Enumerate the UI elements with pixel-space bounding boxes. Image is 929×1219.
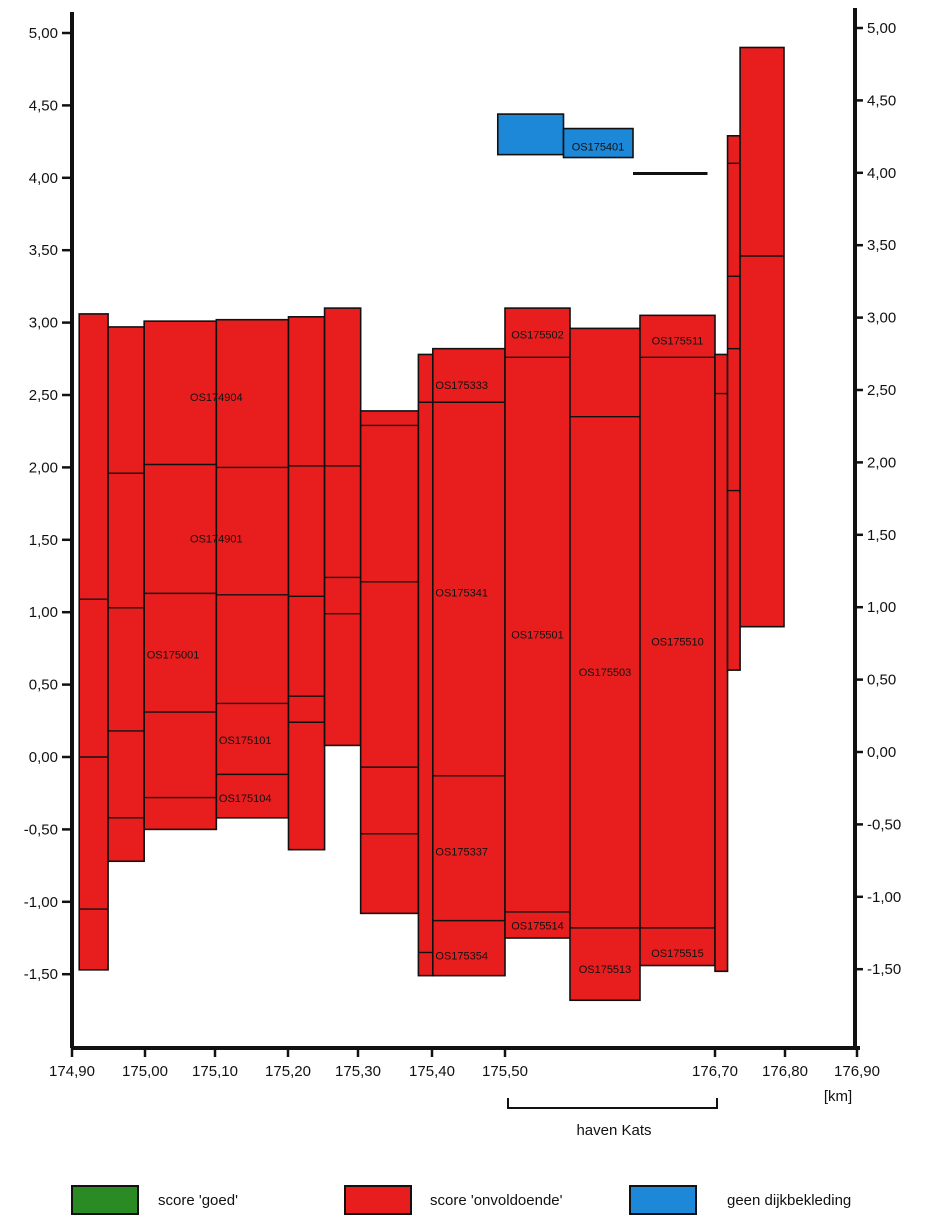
y-tick-label-right-5: 2,50 xyxy=(867,382,896,399)
block-label-0: OS174904 xyxy=(190,392,243,404)
annotation: haven Kats xyxy=(507,1098,718,1139)
block-label-16: OS175515 xyxy=(651,948,704,960)
block-7 xyxy=(417,353,434,977)
y-tick-label-left-9: 0,50 xyxy=(29,677,58,694)
y-tick-label-left-12: -1,00 xyxy=(24,894,58,911)
block-labels: OS174904 OS174901 OS175001 OS175101 OS175104… xyxy=(147,141,704,975)
block-10 xyxy=(569,327,641,1002)
y-tick-label-left-8: 1,00 xyxy=(29,604,58,621)
block-14 xyxy=(739,46,785,628)
block-1 xyxy=(107,326,145,863)
block-label-15: OS175510 xyxy=(651,637,704,649)
legend: score 'goed' score 'onvoldoende' geen dijk… xyxy=(71,1185,851,1215)
x-tick-label-8: 176,80 xyxy=(762,1063,808,1080)
x-axis-unit: [km] xyxy=(824,1088,852,1105)
blocks-layer xyxy=(78,46,785,1002)
y-tick-label-right-9: 0,50 xyxy=(867,672,896,689)
x-tick-label-1: 175,00 xyxy=(122,1063,168,1080)
block-9 xyxy=(504,307,571,939)
block-label-7: OS175337 xyxy=(435,846,488,858)
block-5 xyxy=(323,307,362,747)
y-tick-label-right-10: 0,00 xyxy=(867,744,896,761)
y-tick-label-right-3: 3,50 xyxy=(867,237,896,254)
block-4 xyxy=(287,316,326,851)
y-tick-label-right-11: -0,50 xyxy=(867,816,901,833)
y-tick-label-left-10: 0,00 xyxy=(29,749,58,766)
block-label-6: OS175341 xyxy=(435,587,488,599)
y-tick-label-left-4: 3,00 xyxy=(29,315,58,332)
block-label-1: OS174901 xyxy=(190,534,243,546)
y-tick-label-right-2: 4,00 xyxy=(867,165,896,182)
x-tick-label-2: 175,10 xyxy=(192,1063,238,1080)
block-label-5: OS175333 xyxy=(435,380,488,392)
legend-label-1: score 'onvoldoende' xyxy=(430,1192,563,1209)
block-label-3: OS175101 xyxy=(219,735,272,747)
block-label-2: OS175001 xyxy=(147,650,200,662)
block-0 xyxy=(78,313,109,971)
block-3 xyxy=(215,318,290,819)
block-6 xyxy=(359,410,420,915)
block-16 xyxy=(562,127,634,159)
block-label-14: OS175511 xyxy=(652,335,704,347)
legend-swatch-2 xyxy=(629,1185,697,1215)
y-tick-label-right-6: 2,00 xyxy=(867,454,896,471)
axes: 5,00 5,00 4,50 4,50 4,00 4,00 3,50 3,50 3,00 3,00… xyxy=(24,8,901,1105)
block-label-13: OS175513 xyxy=(579,964,632,976)
x-tick-label-9: 176,90 xyxy=(834,1063,880,1080)
legend-label-0: score 'goed' xyxy=(158,1192,238,1209)
block-13 xyxy=(726,135,741,671)
block-label-4: OS175104 xyxy=(219,793,272,805)
block-11 xyxy=(639,314,716,967)
y-tick-label-right-4: 3,00 xyxy=(867,310,896,327)
y-tick-label-right-12: -1,00 xyxy=(867,889,901,906)
x-tick-label-6: 175,50 xyxy=(482,1063,528,1080)
x-tick-label-4: 175,30 xyxy=(335,1063,381,1080)
block-15 xyxy=(496,113,565,156)
legend-label-2: geen dijkbekleding xyxy=(727,1192,851,1209)
block-label-9: OS175502 xyxy=(511,330,564,342)
haven-label: haven Kats xyxy=(576,1122,651,1139)
haven-bracket xyxy=(507,1098,718,1109)
y-tick-label-left-1: 4,50 xyxy=(29,97,58,114)
legend-swatch-0 xyxy=(71,1185,139,1215)
y-tick-label-left-3: 3,50 xyxy=(29,242,58,259)
y-tick-label-left-11: -0,50 xyxy=(24,821,58,838)
block-12 xyxy=(714,353,729,973)
y-tick-label-left-7: 1,50 xyxy=(29,532,58,549)
y-tick-label-left-6: 2,00 xyxy=(29,459,58,476)
y-tick-label-right-1: 4,50 xyxy=(867,92,896,109)
block-8 xyxy=(432,347,506,977)
y-tick-label-right-13: -1,50 xyxy=(867,961,901,978)
x-tick-label-3: 175,20 xyxy=(265,1063,311,1080)
edges-layer xyxy=(79,162,784,954)
block-label-8: OS175354 xyxy=(435,951,488,963)
y-tick-label-left-2: 4,00 xyxy=(29,170,58,187)
y-tick-label-left-0: 5,00 xyxy=(29,25,58,42)
y-tick-label-right-8: 1,00 xyxy=(867,599,896,616)
y-tick-label-right-0: 5,00 xyxy=(867,20,896,37)
block-2 xyxy=(143,320,218,831)
legend-swatch-1 xyxy=(344,1185,412,1215)
x-tick-label-0: 174,90 xyxy=(49,1063,95,1080)
y-tick-label-left-5: 2,50 xyxy=(29,387,58,404)
block-label-17: OS175401 xyxy=(572,141,625,153)
y-tick-label-right-7: 1,50 xyxy=(867,527,896,544)
block-label-11: OS175514 xyxy=(511,920,564,932)
y-tick-label-left-13: -1,50 xyxy=(24,966,58,983)
block-label-10: OS175501 xyxy=(511,629,564,641)
x-tick-label-5: 175,40 xyxy=(409,1063,455,1080)
x-tick-label-7: 176,70 xyxy=(692,1063,738,1080)
block-label-12: OS175503 xyxy=(579,667,632,679)
